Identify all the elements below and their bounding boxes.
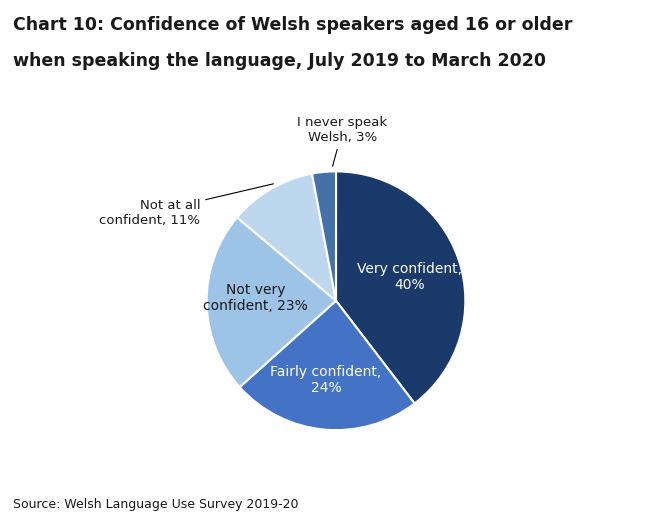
Text: Very confident,
40%: Very confident, 40% (358, 262, 462, 292)
Text: Source: Welsh Language Use Survey 2019-20: Source: Welsh Language Use Survey 2019-2… (13, 498, 299, 511)
Text: Not very
confident, 23%: Not very confident, 23% (204, 283, 308, 313)
Wedge shape (312, 171, 336, 301)
Text: Chart 10: Confidence of Welsh speakers aged 16 or older: Chart 10: Confidence of Welsh speakers a… (13, 16, 573, 34)
Text: when speaking the language, July 2019 to March 2020: when speaking the language, July 2019 to… (13, 52, 546, 70)
Wedge shape (336, 171, 465, 403)
Wedge shape (207, 217, 336, 387)
Text: Not at all
confident, 11%: Not at all confident, 11% (99, 184, 274, 227)
Wedge shape (240, 301, 415, 430)
Wedge shape (237, 173, 336, 301)
Text: Fairly confident,
24%: Fairly confident, 24% (270, 365, 382, 395)
Text: I never speak
Welsh, 3%: I never speak Welsh, 3% (298, 116, 388, 166)
